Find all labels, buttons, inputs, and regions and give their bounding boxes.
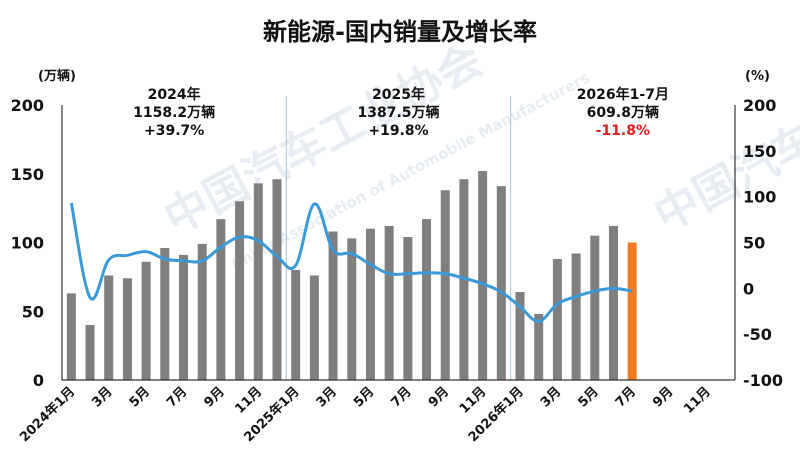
y-right-tick: 150 [743,142,776,161]
x-tick-label: 3月 [314,384,340,410]
y-right-tick: 50 [743,234,765,253]
bar [552,259,562,380]
bar [179,254,189,380]
annotation-line: 1387.5万辆 [357,104,439,121]
bar [384,226,394,380]
y-left-tick: 0 [33,371,44,390]
bar [197,243,207,380]
bar [496,186,506,380]
bar [590,235,600,380]
annotation-line: 2025年 [372,86,425,103]
bar [365,228,375,380]
bar [571,253,581,380]
x-tick-label: 2024年1月 [16,384,78,446]
y-left-tick: 200 [11,96,44,115]
bar [608,226,618,380]
x-tick-label: 9月 [650,384,676,410]
y-left-tick: 150 [11,165,44,184]
y-right-tick: 100 [743,188,776,207]
x-tick-label: 11月 [457,384,490,417]
y-right-tick: -100 [743,371,783,390]
annotation-line: +19.8% [368,123,428,139]
bar [66,293,76,380]
x-tick-label: 3月 [538,384,564,410]
x-tick-label: 7月 [164,384,190,410]
bar [478,171,488,380]
y-right-tick: 0 [743,279,754,298]
y-left-ticks: 0 50 100 150 200 [11,96,44,390]
bar [515,292,525,380]
chart-title: 新能源-国内销量及增长率 [263,18,537,46]
annotation-line: -11.8% [596,123,650,139]
watermark-text: 中国汽车工业协会 [646,31,800,241]
y-right-tick: -50 [743,325,772,344]
bar [122,278,132,380]
bar [309,275,319,380]
y-left-tick: 50 [22,302,44,321]
bar [253,183,263,380]
bar [141,261,151,380]
annotation-line: 609.8万辆 [587,104,659,121]
bar [403,237,413,380]
x-tick-label: 7月 [388,384,414,410]
x-tick-label: 7月 [613,384,639,410]
y-right-unit: (%) [745,69,770,84]
annotation-line: 1158.2万辆 [133,104,215,121]
x-tick-label: 5月 [351,384,377,410]
period-annotations: 2024年1158.2万辆+39.7%2025年1387.5万辆+19.8%20… [133,86,669,139]
annotation-line: +39.7% [144,123,204,139]
bar [422,219,432,380]
bar [104,275,114,380]
annotation-line: 2024年 [148,86,201,103]
x-tick-label: 5月 [575,384,601,410]
bar [291,270,301,380]
x-tick-label: 11月 [681,384,714,417]
bar [235,201,245,380]
growth-line [69,202,633,323]
bar [328,231,338,380]
bar [85,325,95,380]
bar [347,238,357,380]
bar [440,190,450,380]
x-tick-label: 9月 [202,384,228,410]
y-right-tick: 200 [743,96,776,115]
bar [627,242,637,380]
growth-line-path [69,202,633,323]
y-left-tick: 100 [11,234,44,253]
y-left-unit: (万辆) [38,68,76,84]
x-tick-label: 9月 [426,384,452,410]
bar [216,219,226,380]
bar [160,248,170,380]
x-tick-label: 3月 [89,384,115,410]
bar [272,179,282,380]
x-tick-label: 5月 [127,384,153,410]
bar [534,314,544,380]
x-tick-label: 11月 [233,384,266,417]
y-right-ticks: -100 -50 0 50 100 150 200 [743,96,783,390]
annotation-line: 2026年1-7月 [577,86,669,103]
axes [61,105,736,381]
period-dividers [285,96,512,380]
